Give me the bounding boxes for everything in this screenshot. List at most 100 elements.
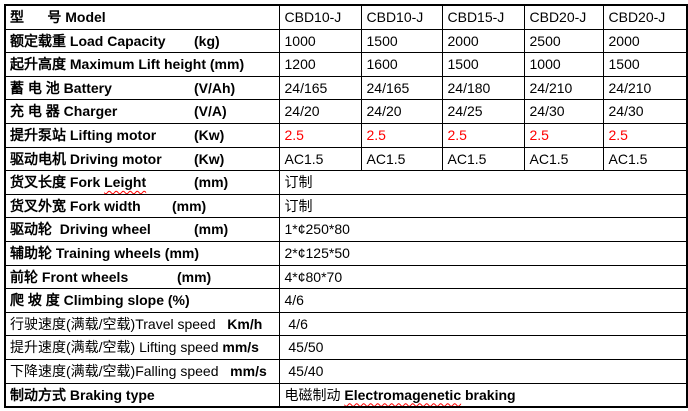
- row-label: 驱动轮 Driving wheel (mm): [4, 217, 280, 242]
- value-cell: 2.5: [523, 122, 604, 148]
- table-row-driving-motor: 驱动电机 Driving motor (Kw) AC1.5 AC1.5 AC1.5…: [4, 146, 688, 172]
- cell-value: 24/210: [529, 79, 573, 96]
- value-cell: CBD10-J: [278, 4, 362, 30]
- row-label: 驱动电机 Driving motor (Kw): [4, 146, 280, 172]
- row-label: 蓄 电 池 Battery (V/Ah): [4, 75, 280, 101]
- cell-value: 订制: [284, 174, 313, 191]
- unit-label: (V/Ah): [194, 79, 236, 96]
- table-row-training-wheels: 辅助轮 Training wheels (mm) 2*¢125*50: [4, 240, 688, 266]
- value-cell-merged: 电磁制动 Electromagenetic braking: [278, 382, 688, 408]
- unit-label: (Kw): [194, 150, 225, 167]
- table-row-fork-length: 货叉长度 Fork Leight (mm) 订制: [4, 170, 688, 195]
- row-label: 额定载重 Load Capacity (kg): [4, 28, 280, 54]
- cell-value: 24/180: [447, 79, 491, 96]
- row-label: 起升高度 Maximum Lift height (mm): [4, 52, 280, 77]
- value-cell: 24/210: [602, 75, 688, 101]
- value-cell: 2500: [523, 28, 604, 54]
- table-row-fork-width: 货叉外宽 Fork width (mm) 订制: [4, 193, 688, 219]
- cell-value: 24/210: [608, 79, 652, 96]
- cell-value: 4*¢80*70: [284, 268, 343, 285]
- cell-value: 1000: [284, 32, 316, 49]
- value-cell-merged: 1*¢250*80: [278, 217, 688, 242]
- cell-value: 2000: [608, 32, 640, 49]
- value-cell: 24/20: [278, 99, 362, 124]
- row-label-text: 充 电 器 Charger: [10, 103, 118, 120]
- value-cell: 24/25: [441, 99, 525, 124]
- cell-value: 24/165: [366, 79, 410, 96]
- misspelled-word: Leight: [104, 174, 147, 191]
- row-label-text: 驱动轮 Driving wheel: [10, 221, 151, 238]
- row-label: 提升速度(满载/空载) Lifting speed mm/s: [4, 335, 280, 360]
- value-cell: CBD20-J: [602, 4, 688, 30]
- table-row-climbing-slope: 爬 坡 度 Climbing slope (%) 4/6: [4, 288, 688, 313]
- unit-label: (mm): [172, 197, 207, 214]
- value-cell: 2000: [602, 28, 688, 54]
- value-cell: 2.5: [360, 122, 443, 148]
- value-cell: 1000: [278, 28, 362, 54]
- value-cell: 24/30: [523, 99, 604, 124]
- cell-value: 24/25: [447, 103, 483, 120]
- value-cell: CBD20-J: [523, 4, 604, 30]
- cell-value-red: 2.5: [284, 126, 304, 143]
- cell-value: CBD20-J: [529, 9, 587, 25]
- value-cell: 1500: [360, 28, 443, 54]
- cell-value: CBD10-J: [284, 9, 342, 25]
- cell-value: 4/6: [284, 292, 304, 309]
- cell-value: 2000: [447, 32, 479, 49]
- cell-value: 1500: [366, 32, 398, 49]
- row-label-text: 前轮 Front wheels: [10, 268, 129, 285]
- value-cell: AC1.5: [278, 146, 362, 172]
- unit-label: Km/h: [215, 315, 263, 332]
- value-cell: 1600: [360, 52, 443, 77]
- row-label-text: 货叉长度 Fork: [10, 174, 105, 191]
- cell-value: 2*¢125*50: [284, 244, 350, 261]
- cell-value: CBD10-J: [366, 9, 424, 25]
- unit-label: (mm): [194, 221, 229, 238]
- row-label-text: 额定载重 Load Capacity: [10, 32, 166, 49]
- table-row-travel-speed: 行驶速度(满载/空载)Travel speed Km/h 4/6: [4, 311, 688, 337]
- table-row-load-capacity: 额定载重 Load Capacity (kg) 1000 1500 2000 25…: [4, 28, 688, 54]
- row-label: 前轮 Front wheels (mm): [4, 264, 280, 290]
- value-cell: 1000: [523, 52, 604, 77]
- table-row-driving-wheel: 驱动轮 Driving wheel (mm) 1*¢250*80: [4, 217, 688, 242]
- cell-value-red: 2.5: [366, 126, 386, 143]
- value-cell-merged: 45/50: [278, 335, 688, 360]
- value-cell-merged: 4/6: [278, 288, 688, 313]
- value-cell: CBD10-J: [360, 4, 443, 30]
- value-cell: 2.5: [278, 122, 362, 148]
- value-cell-merged: 45/40: [278, 358, 688, 384]
- value-cell: AC1.5: [360, 146, 443, 172]
- unit-label: (kg): [194, 32, 220, 49]
- row-label: 货叉长度 Fork Leight (mm): [4, 170, 280, 195]
- cell-value: 24/20: [366, 103, 402, 120]
- value-cell-merged: 4/6: [278, 311, 688, 337]
- row-label: 爬 坡 度 Climbing slope (%): [4, 288, 280, 313]
- row-label: 行驶速度(满载/空载)Travel speed Km/h: [4, 311, 280, 337]
- value-cell: 24/165: [278, 75, 362, 101]
- cell-value: AC1.5: [284, 150, 324, 167]
- cell-value-zh: 电磁制动: [284, 386, 345, 403]
- cell-value: 24/30: [608, 103, 644, 120]
- row-label-text: 辅助轮 Training wheels (mm): [10, 244, 200, 261]
- cell-value: AC1.5: [366, 150, 406, 167]
- row-label-text: 爬 坡 度 Climbing slope (%): [10, 292, 190, 309]
- cell-value: 1600: [366, 56, 398, 73]
- cell-value: 45/50: [284, 339, 324, 356]
- cell-value: 1*¢250*80: [284, 221, 350, 238]
- row-label-text: 驱动电机 Driving motor: [10, 150, 162, 167]
- unit-label: mm/s: [218, 339, 259, 356]
- value-cell: 2.5: [441, 122, 525, 148]
- row-label-text: 蓄 电 池 Battery: [10, 79, 112, 96]
- unit-label: mm/s: [218, 362, 267, 379]
- row-label: 充 电 器 Charger (V/A): [4, 99, 280, 124]
- row-label: 型 号 Model: [4, 4, 280, 30]
- spec-table: 型 号 Model CBD10-J CBD10-J CBD15-J CBD20-…: [4, 4, 688, 409]
- unit-label: (mm): [194, 174, 229, 191]
- unit-label: (Kw): [194, 126, 225, 143]
- table-row-falling-speed: 下降速度(满载/空载)Falling speed mm/s 45/40: [4, 358, 688, 384]
- value-cell: CBD15-J: [441, 4, 525, 30]
- cell-value: CBD20-J: [608, 9, 666, 25]
- value-cell: 1200: [278, 52, 362, 77]
- value-cell-merged: 订制: [278, 170, 688, 195]
- row-label-text: 下降速度(满载/空载)Falling speed: [10, 362, 219, 379]
